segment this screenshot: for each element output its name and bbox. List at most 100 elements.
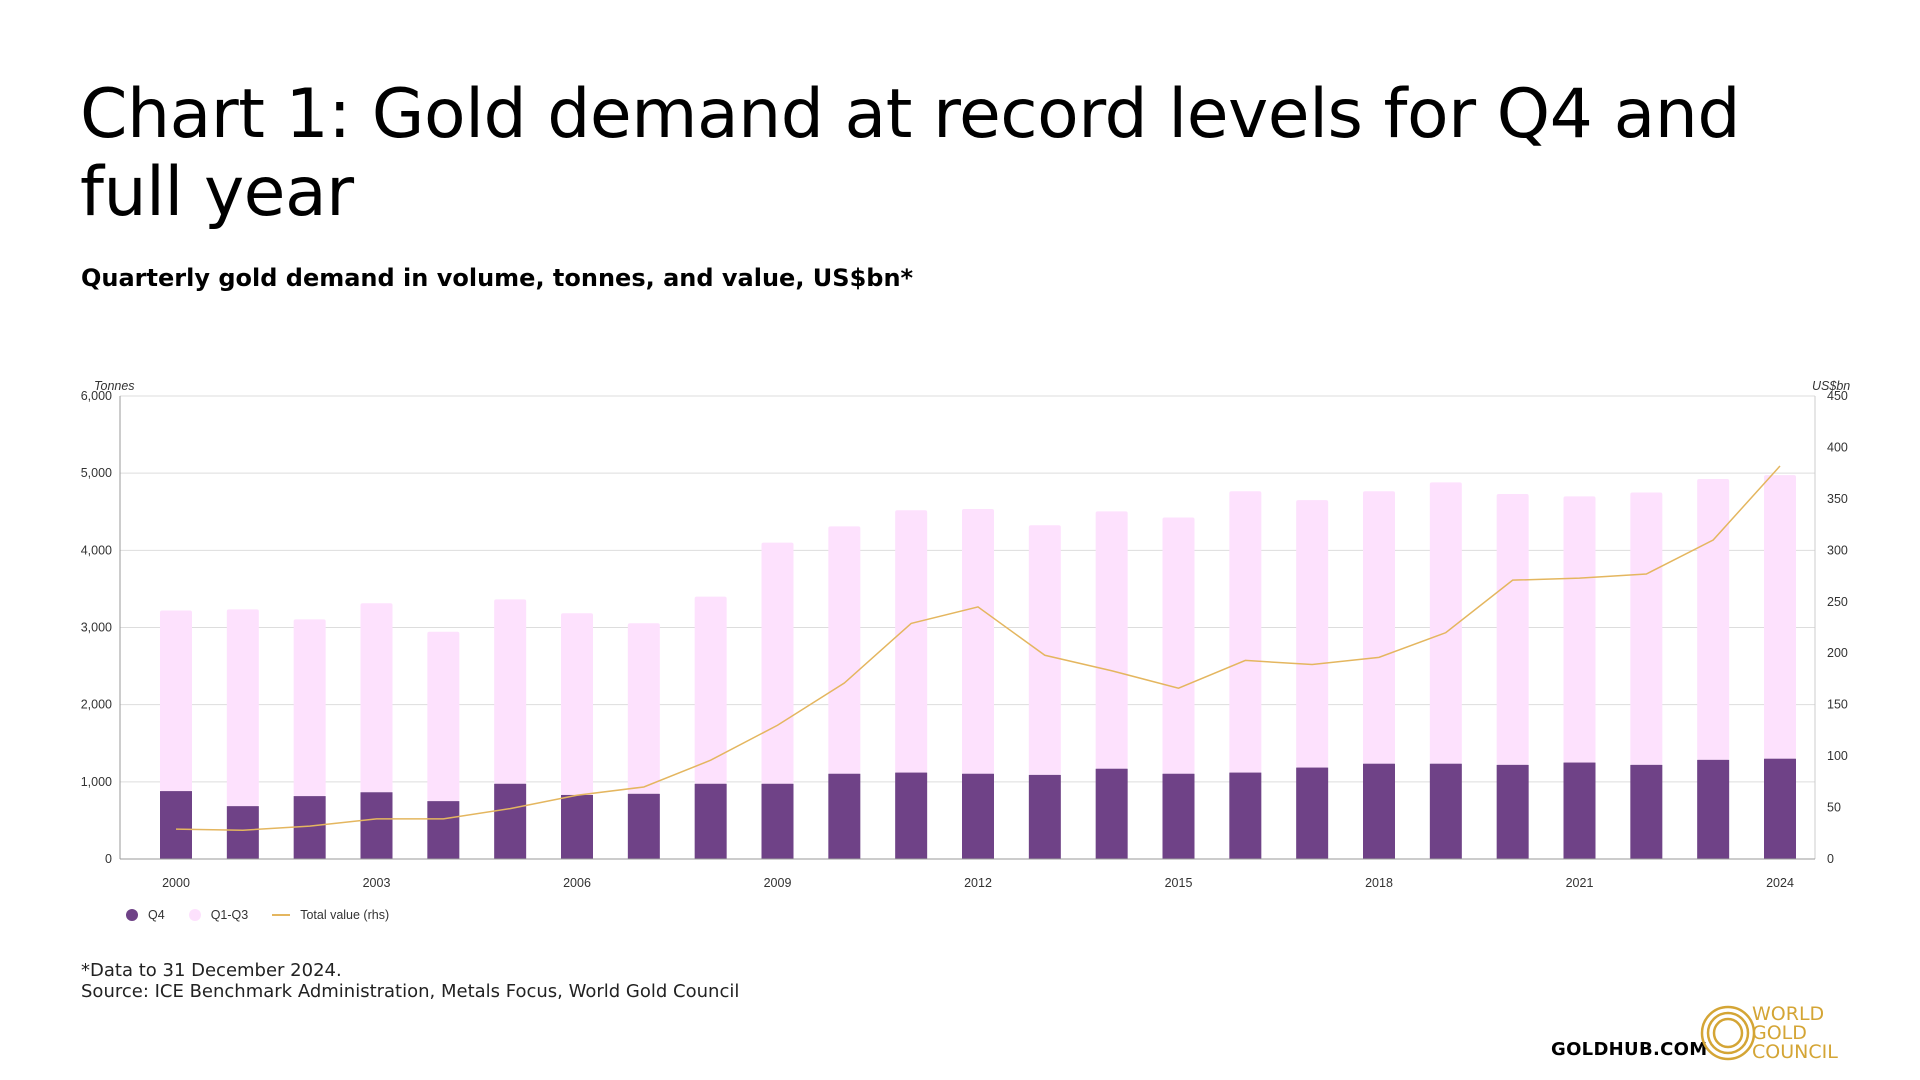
y-tick-label: 6,000	[81, 389, 112, 403]
bar-q4	[561, 794, 593, 859]
bar-q1-q3	[1697, 478, 1730, 760]
footnote: *Data to 31 December 2024.	[81, 960, 342, 981]
chart-subtitle: Quarterly gold demand in volume, tonnes,…	[81, 264, 914, 292]
x-tick-label: 2006	[563, 876, 591, 890]
logo-line: WORLD	[1752, 1003, 1825, 1025]
y2-tick-label: 450	[1827, 389, 1848, 403]
y2-tick-label: 200	[1827, 646, 1848, 660]
bar-q1-q3	[1630, 492, 1663, 765]
y2-tick-label: 100	[1827, 749, 1848, 763]
bar-q1-q3	[293, 619, 326, 797]
bar-q1-q3	[1429, 482, 1462, 764]
legend-item-q1q3: Q1-Q3	[188, 908, 249, 922]
bar-q1-q3	[694, 596, 727, 784]
chart: 0 1,000 2,000 3,000 4,000 5,000 6,000 0 50 100 150…	[81, 379, 1851, 890]
bar-q4	[1162, 773, 1195, 859]
y-tick-label: 4,000	[81, 543, 112, 557]
bar-q1-q3	[1764, 475, 1796, 759]
bar-q4	[226, 806, 259, 859]
bar-q4	[828, 773, 861, 859]
x-tick-label: 2021	[1566, 876, 1594, 890]
bar-q1-q3	[1229, 491, 1262, 773]
total-value-line	[175, 465, 1781, 831]
y2-tick-label: 150	[1827, 698, 1848, 712]
notes: *Data to 31 December 2024. Source: ICE B…	[81, 960, 739, 1002]
bar-q4	[293, 796, 326, 859]
y-tick-label: 3,000	[81, 621, 112, 635]
bar-q4	[160, 791, 192, 859]
x-tick-label: 2018	[1365, 876, 1393, 890]
bar-q4	[427, 801, 460, 859]
logo-text: WORLD GOLD COUNCIL	[1752, 1005, 1838, 1062]
x-tick-label: 2009	[764, 876, 792, 890]
bar-q1-q3	[761, 542, 794, 784]
axes: 0 1,000 2,000 3,000 4,000 5,000 6,000 0 50 100 150…	[81, 389, 1848, 890]
bar-q1-q3	[1162, 517, 1195, 774]
bar-q4	[360, 792, 393, 859]
x-tick-label: 2012	[964, 876, 992, 890]
y-tick-label: 5,000	[81, 466, 112, 480]
bar-q4	[1296, 767, 1329, 859]
bar-q1-q3	[1296, 500, 1329, 768]
bar-q4	[1563, 762, 1596, 859]
y2-tick-label: 0	[1827, 852, 1834, 866]
bar-q1-q3	[895, 510, 928, 773]
logo-line: GOLD	[1752, 1022, 1807, 1044]
y2-tick-label: 350	[1827, 492, 1848, 506]
bar-q4	[1496, 764, 1529, 859]
bar-q4	[1429, 763, 1462, 859]
bar-q4	[1764, 758, 1796, 859]
bar-q1-q3	[1563, 496, 1596, 763]
bar-q1-q3	[226, 609, 259, 807]
legend-label: Q4	[148, 908, 165, 922]
bar-q4	[962, 773, 994, 859]
bar-q1-q3	[1095, 511, 1128, 769]
bar-q4	[761, 783, 794, 859]
legend-item-value: Total value (rhs)	[272, 908, 389, 922]
legend-label: Total value (rhs)	[300, 908, 390, 922]
page-title: Chart 1: Gold demand at record levels fo…	[80, 75, 1741, 232]
x-tick-label: 2015	[1165, 876, 1193, 890]
world-gold-council-logo-icon	[1700, 1005, 1756, 1061]
bar-q1-q3	[627, 623, 660, 794]
bar-q4	[1363, 763, 1395, 859]
bar-q4	[694, 783, 727, 859]
legend-swatch	[126, 909, 138, 921]
legend-swatch	[272, 914, 291, 916]
bar-q1-q3	[828, 526, 861, 774]
bar-q1-q3	[561, 613, 593, 795]
y-tick-label: 0	[105, 852, 112, 866]
value-line	[175, 465, 1781, 831]
bar-q1-q3	[360, 603, 393, 793]
y-tick-label: 2,000	[81, 698, 112, 712]
bar-q1-q3	[962, 509, 994, 774]
bar-q4	[494, 783, 527, 859]
y2-tick-label: 400	[1827, 440, 1848, 454]
y2-axis-label: US$bn	[1812, 379, 1850, 393]
bar-q4	[1630, 764, 1663, 859]
legend-label: Q1-Q3	[210, 908, 249, 922]
y-axis-label: Tonnes	[94, 379, 135, 393]
bar-q1-q3	[1496, 494, 1529, 765]
goldhub-link[interactable]: GOLDHUB.COM	[1551, 1039, 1708, 1060]
bar-q4	[1095, 768, 1128, 859]
bar-q4	[1028, 774, 1061, 859]
bar-q4	[627, 793, 660, 859]
source: Source: ICE Benchmark Administration, Me…	[81, 981, 740, 1002]
legend: Q4 Q1-Q3 Total value (rhs)	[126, 908, 413, 922]
bar-q1-q3	[160, 610, 192, 792]
bar-q4	[1697, 759, 1730, 859]
bars	[160, 475, 1796, 859]
x-tick-label: 2003	[363, 876, 391, 890]
x-tick-label: 2000	[162, 876, 190, 890]
bar-q1-q3	[494, 599, 527, 784]
legend-item-q4: Q4	[126, 908, 165, 922]
bar-q1-q3	[427, 631, 460, 802]
bar-q1-q3	[1028, 525, 1061, 775]
bar-q1-q3	[1363, 491, 1395, 764]
y2-tick-label: 250	[1827, 595, 1848, 609]
legend-swatch	[188, 909, 201, 921]
x-tick-label: 2024	[1766, 876, 1794, 890]
y2-tick-label: 50	[1827, 801, 1841, 815]
y-tick-label: 1,000	[81, 775, 112, 789]
